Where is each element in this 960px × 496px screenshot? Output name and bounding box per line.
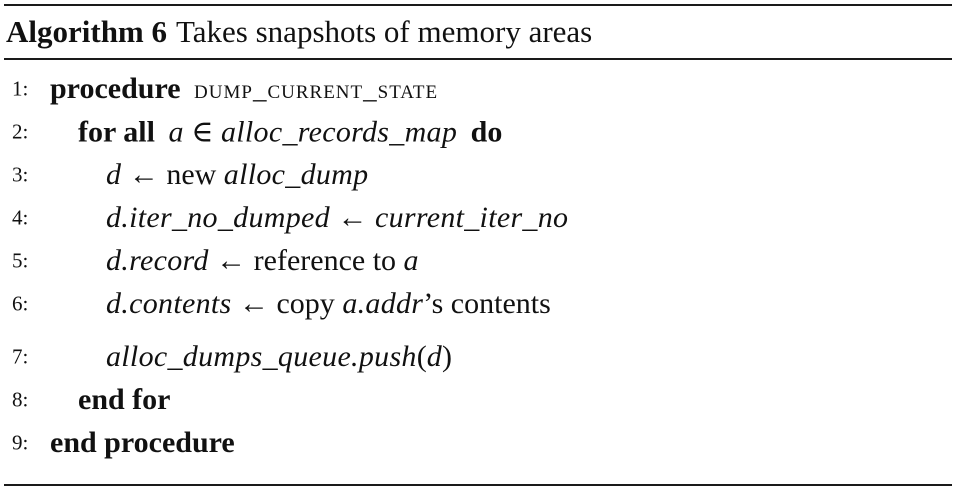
line-code: d.iter_no_dumped ← current_iter_no [106,201,568,235]
algorithm-line-9: 9: end procedure [4,422,952,465]
caption-title: Takes snapshots of memory areas [176,14,593,49]
algorithm-line-6: 6: d.contents ← copy a.addr’s contents [4,283,952,326]
keyword-end-procedure: end procedure [50,426,235,459]
line-number: 6: [12,291,29,316]
line-number: 1: [12,76,29,101]
algorithm-line-1: 1: procedure dump_current_state [4,68,952,111]
keyword-for-all: for all [78,115,155,149]
assign-arrow: ← [238,287,269,320]
line-number: 5: [12,248,29,273]
line-code: d ← new alloc_dump [106,158,368,192]
keyword-do: do [470,115,503,149]
assign-value: current_iter_no [374,201,569,234]
plain-text: new [166,158,217,191]
close-paren: ) [442,340,453,373]
assign-arrow: ← [216,244,247,277]
line-number: 8: [12,387,29,412]
algorithm-body: 1: procedure dump_current_state 2: for a… [4,60,952,465]
caption-rule [4,58,952,60]
open-paren: ( [416,340,427,373]
suffix-text: ’s contents [423,287,551,320]
line-code: end for [78,383,171,417]
keyword-procedure: procedure [50,72,181,105]
bottom-rule [4,484,952,486]
assign-target: d [106,158,122,191]
assign-value: alloc_dump [223,158,369,191]
algorithm-line-2: 2: for all a ∈ alloc_records_map do [4,111,952,154]
algorithm-line-3: 3: d ← new alloc_dump [4,154,952,197]
plain-text: copy [276,287,335,320]
top-rule [4,4,952,6]
assign-arrow: ← [128,158,159,191]
loop-variable: a [168,115,184,149]
line-code: d.record ← reference to a [106,244,419,278]
procedure-name: dump_current_state [194,74,439,104]
function-call: alloc_dumps_queue.push [106,340,417,373]
algorithm-line-7: 7: alloc_dumps_queue.push(d) [4,336,952,379]
line-code: end procedure [50,426,235,460]
assign-target: d.contents [106,287,232,320]
line-code: d.contents ← copy a.addr’s contents [106,287,551,321]
call-argument: d [426,340,443,373]
line-number: 2: [12,119,29,144]
line-code: alloc_dumps_queue.push(d) [106,340,452,374]
line-number: 4: [12,205,29,230]
line-code: procedure dump_current_state [50,72,438,106]
algorithm-line-8: 8: end for [4,379,952,422]
loop-set: alloc_records_map [220,115,458,149]
assign-value: a.addr [342,287,424,320]
assign-value: a [403,244,419,277]
line-number: 9: [12,430,29,455]
line-number: 7: [12,344,29,369]
keyword-end-for: end for [78,383,171,416]
element-of-symbol: ∈ [191,115,214,149]
caption-label: Algorithm 6 [6,14,168,49]
algorithm-line-4: 4: d.iter_no_dumped ← current_iter_no [4,197,952,240]
plain-text: reference to [253,244,397,277]
algorithm-caption: Algorithm 6 Takes snapshots of memory ar… [4,6,952,58]
assign-target: d.iter_no_dumped [106,201,330,234]
algorithm-block: Algorithm 6 Takes snapshots of memory ar… [4,4,952,465]
line-code: for all a ∈ alloc_records_map do [78,115,502,150]
assign-arrow: ← [337,201,368,234]
algorithm-line-5: 5: d.record ← reference to a [4,240,952,283]
assign-target: d.record [106,244,209,277]
line-number: 3: [12,162,29,187]
